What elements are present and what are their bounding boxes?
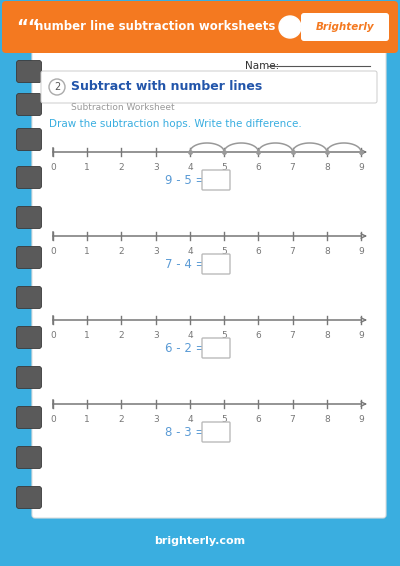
Text: 8: 8: [324, 163, 330, 172]
FancyBboxPatch shape: [32, 47, 386, 518]
Text: 5: 5: [221, 331, 227, 340]
Text: brighterly.com: brighterly.com: [154, 536, 246, 546]
FancyBboxPatch shape: [202, 254, 230, 274]
Text: 0: 0: [50, 247, 56, 256]
Text: Brighterly: Brighterly: [316, 22, 374, 32]
Text: 7: 7: [290, 331, 296, 340]
Text: 5: 5: [221, 163, 227, 172]
FancyBboxPatch shape: [16, 286, 42, 308]
Text: 9: 9: [358, 247, 364, 256]
FancyBboxPatch shape: [16, 128, 42, 151]
FancyBboxPatch shape: [202, 338, 230, 358]
Text: 6: 6: [256, 331, 261, 340]
Text: 9: 9: [358, 415, 364, 424]
Text: 5: 5: [221, 415, 227, 424]
FancyBboxPatch shape: [16, 247, 42, 268]
Text: ““: ““: [16, 18, 40, 36]
Text: 6: 6: [256, 415, 261, 424]
Text: 3: 3: [153, 163, 158, 172]
Text: 6: 6: [256, 163, 261, 172]
Text: 5: 5: [221, 247, 227, 256]
Text: 0: 0: [50, 163, 56, 172]
FancyBboxPatch shape: [16, 166, 42, 188]
Text: 0: 0: [50, 415, 56, 424]
Circle shape: [49, 79, 65, 95]
Text: 3: 3: [153, 247, 158, 256]
FancyBboxPatch shape: [41, 71, 377, 103]
FancyBboxPatch shape: [16, 207, 42, 229]
Text: 2: 2: [119, 247, 124, 256]
FancyBboxPatch shape: [202, 422, 230, 442]
Text: Name:: Name:: [245, 61, 279, 71]
Text: 6: 6: [256, 247, 261, 256]
FancyBboxPatch shape: [16, 327, 42, 349]
Text: 1: 1: [84, 415, 90, 424]
Text: Draw the subtraction hops. Write the difference.: Draw the subtraction hops. Write the dif…: [49, 119, 302, 129]
Text: 8 - 3 =: 8 - 3 =: [165, 426, 205, 439]
Text: 8: 8: [324, 247, 330, 256]
Text: 1: 1: [84, 331, 90, 340]
Text: 9: 9: [358, 331, 364, 340]
FancyBboxPatch shape: [16, 367, 42, 388]
Text: 9 - 5 =: 9 - 5 =: [165, 174, 205, 187]
FancyBboxPatch shape: [16, 93, 42, 115]
Text: 6 - 2 =: 6 - 2 =: [165, 341, 205, 354]
Text: 7: 7: [290, 415, 296, 424]
FancyBboxPatch shape: [16, 447, 42, 469]
FancyBboxPatch shape: [16, 406, 42, 428]
Text: number line subtraction worksheets: number line subtraction worksheets: [35, 20, 275, 33]
FancyBboxPatch shape: [16, 487, 42, 508]
Text: 4: 4: [187, 163, 193, 172]
FancyBboxPatch shape: [301, 13, 389, 41]
Text: 7: 7: [290, 247, 296, 256]
Text: 1: 1: [84, 163, 90, 172]
FancyBboxPatch shape: [3, 523, 397, 557]
Text: 4: 4: [187, 247, 193, 256]
Text: Subtraction Worksheet: Subtraction Worksheet: [71, 102, 175, 112]
Circle shape: [279, 16, 301, 38]
FancyBboxPatch shape: [16, 61, 42, 83]
FancyBboxPatch shape: [202, 170, 230, 190]
Text: 2: 2: [119, 415, 124, 424]
Text: 2: 2: [54, 82, 60, 92]
Text: 8: 8: [324, 415, 330, 424]
Text: 2: 2: [119, 163, 124, 172]
Text: 8: 8: [324, 331, 330, 340]
Text: 3: 3: [153, 331, 158, 340]
Text: 7 - 4 =: 7 - 4 =: [165, 258, 205, 271]
Text: 7: 7: [290, 163, 296, 172]
Text: 0: 0: [50, 331, 56, 340]
Text: 1: 1: [84, 247, 90, 256]
Text: 4: 4: [187, 415, 193, 424]
Text: 2: 2: [119, 331, 124, 340]
Text: 3: 3: [153, 415, 158, 424]
Text: 4: 4: [187, 331, 193, 340]
FancyBboxPatch shape: [2, 1, 398, 53]
Text: 9: 9: [358, 163, 364, 172]
Text: Subtract with number lines: Subtract with number lines: [71, 80, 262, 93]
